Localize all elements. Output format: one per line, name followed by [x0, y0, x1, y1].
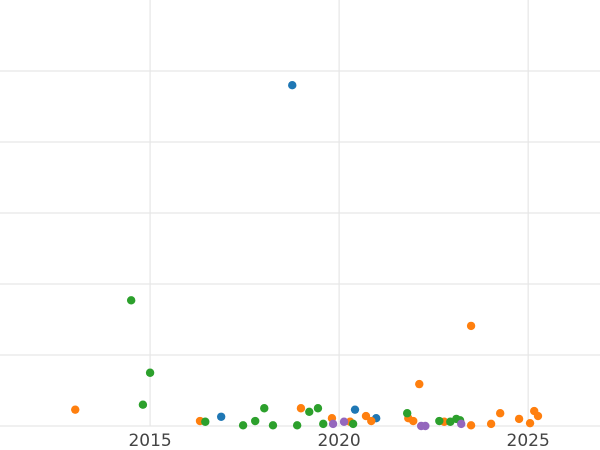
point — [201, 417, 210, 426]
point — [328, 419, 338, 429]
point — [71, 405, 80, 414]
point — [361, 411, 371, 421]
point — [533, 411, 543, 421]
point — [288, 81, 297, 90]
point — [260, 404, 269, 413]
point — [250, 416, 260, 426]
x-tick-label: 2015 — [128, 431, 171, 450]
point — [268, 421, 278, 430]
x-tick-label: 2020 — [317, 431, 360, 450]
point — [495, 409, 505, 418]
point — [466, 421, 476, 430]
point — [367, 416, 376, 426]
point — [415, 379, 424, 389]
point — [409, 416, 418, 426]
point — [486, 419, 496, 429]
point — [348, 419, 358, 429]
point — [216, 412, 226, 421]
point — [305, 407, 314, 416]
point — [238, 421, 248, 430]
point — [138, 400, 148, 409]
point — [402, 409, 412, 418]
point — [457, 419, 466, 429]
point — [350, 405, 360, 414]
point — [421, 421, 430, 431]
x-tick-label: 2025 — [507, 431, 550, 450]
point — [296, 404, 306, 413]
point — [466, 321, 476, 331]
point — [525, 418, 535, 428]
point — [292, 421, 302, 430]
point — [339, 417, 349, 426]
point — [313, 404, 323, 413]
point — [145, 368, 155, 377]
point — [514, 414, 524, 424]
point — [126, 296, 136, 305]
point — [319, 419, 328, 429]
point — [435, 416, 444, 426]
